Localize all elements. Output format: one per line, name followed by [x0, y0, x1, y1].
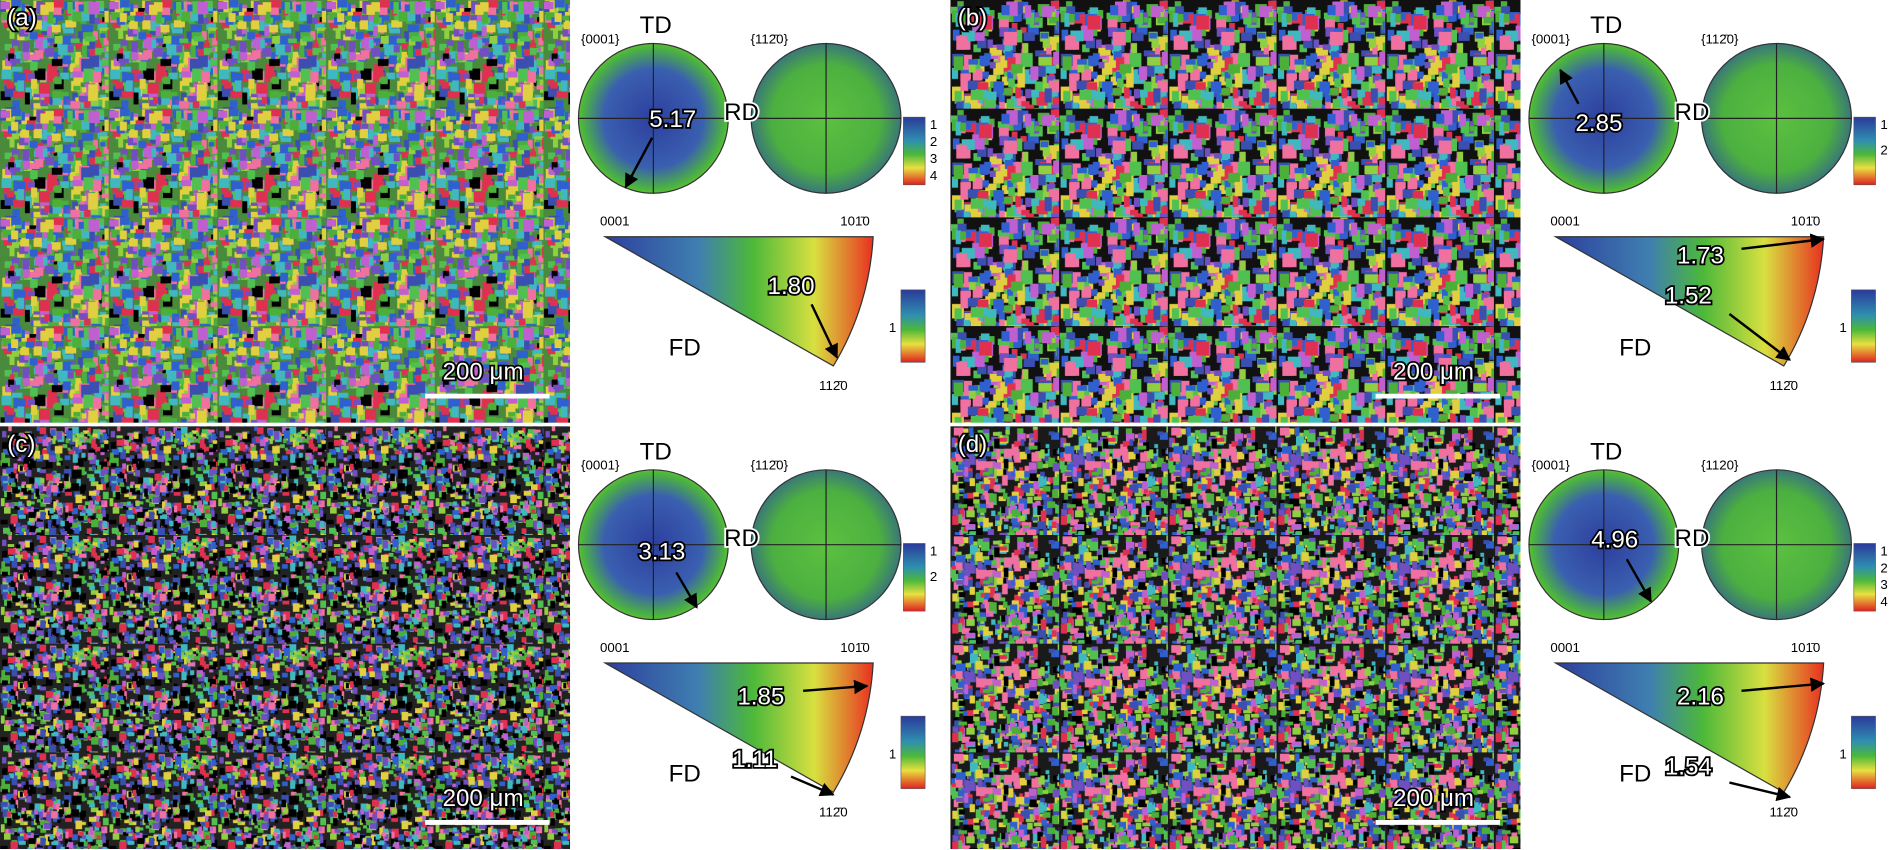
annotation-arrow	[1741, 233, 1826, 250]
ipf-corner-label: 112̄0	[819, 804, 848, 819]
annotation-arrow	[1728, 313, 1791, 361]
fd-label: FD	[669, 334, 701, 361]
ebsd-map	[950, 426, 1521, 850]
pf-plane-label: {1120}	[1701, 458, 1739, 473]
annotation-arrow	[675, 571, 698, 609]
pf-colorbar-label: 1	[1880, 117, 1887, 132]
ipf-corner-label: 112̄0	[1770, 804, 1799, 819]
td-label: TD	[640, 438, 672, 465]
ipf-max-label: 1.73	[1677, 243, 1724, 270]
ipf-corner-label: 112̄0	[1770, 378, 1799, 393]
pf-colorbar	[903, 543, 926, 612]
ipf-colorbar-label: 1	[1839, 320, 1846, 335]
fd-label: FD	[669, 761, 701, 788]
scale-bar-label: 200 μm	[1393, 359, 1474, 386]
pf-colorbar	[903, 116, 926, 186]
ipf-colorbar-label: 1	[889, 320, 896, 335]
ipf-corner-label: 101̄0	[840, 640, 870, 655]
pf-colorbar-label: 1	[930, 543, 937, 558]
pf-max-label: 2.85	[1575, 110, 1622, 137]
td-label: TD	[1590, 12, 1622, 39]
annotation-arrow	[1625, 558, 1652, 603]
pf-colorbar-label: 3	[1880, 577, 1887, 592]
pf-plane-label: {0001}	[581, 458, 620, 473]
panel: (c) 200 μm {0001} {112̄0} TD RD 3.13 1 2 0001 101̄…	[0, 426, 937, 850]
ipf-colorbar-label: 1	[1839, 746, 1846, 761]
scale-bar-label: 200 μm	[443, 785, 524, 812]
pf-max-label: 5.17	[649, 106, 696, 133]
fd-label: FD	[1619, 761, 1651, 788]
panel: (d) 200 μm {0001} {1120} TD RD 4.96 1 2 3 4 0001 101…	[950, 426, 1888, 850]
fd-label: FD	[1619, 334, 1651, 361]
panel-label: (a)	[7, 5, 37, 32]
pf-colorbar-label: 1	[930, 117, 937, 132]
pf-colorbar-label: 2	[930, 569, 937, 584]
ipf-corner-label: 0001	[600, 640, 630, 655]
td-label: TD	[1590, 438, 1622, 465]
pf-plane-label: {0001}	[1531, 31, 1570, 46]
pf-plane-label: {112̄0}	[751, 31, 789, 46]
rd-label: RD	[1675, 525, 1710, 552]
ipf-corner-label: 101̄0	[840, 214, 870, 229]
annotation-arrow	[1741, 677, 1826, 693]
ipf-colorbar	[900, 289, 926, 363]
pf-plane-label: {0001}	[581, 31, 620, 46]
pf-max-label: 3.13	[638, 539, 685, 566]
ipf-max-label: 1.80	[768, 273, 815, 300]
td-label: TD	[640, 12, 672, 39]
annotation-arrow	[1729, 781, 1792, 802]
pf-colorbar-label: 3	[930, 151, 937, 166]
panel: (b) 200 μm {0001} {112̄0} TD RD 2.85 1 2 0001 101̄…	[950, 0, 1888, 423]
pf-colorbar-label: 2	[1880, 142, 1887, 157]
ipf-triangle	[602, 662, 874, 794]
ipf-colorbar	[1851, 289, 1876, 363]
annotation-arrow	[810, 303, 839, 359]
scale-bar-label: 200 μm	[1393, 785, 1474, 812]
rd-label: RD	[1675, 99, 1710, 126]
ipf-corner-label: 112̄0	[819, 378, 848, 393]
pf-plane-label: {112̄0}	[1701, 31, 1739, 46]
annotation-arrow	[624, 137, 654, 189]
scale-bar-label: 200 μm	[443, 359, 524, 386]
ipf-corner-label: 0001	[1550, 640, 1580, 655]
rd-label: RD	[724, 525, 759, 552]
ipf-colorbar-label: 1	[889, 746, 896, 761]
rd-label: RD	[724, 99, 759, 126]
ipf-corner-label: 101̄0	[1791, 640, 1821, 655]
pf-colorbar	[1853, 543, 1876, 612]
annotation-arrow	[1559, 68, 1580, 105]
panel: (a) 200 μm {0001} {112̄0} TD RD 5.17 1 2 3 4 0001 10…	[0, 0, 937, 423]
ipf-triangle	[602, 236, 874, 367]
annotation-arrow	[790, 775, 835, 797]
ebsd-map	[0, 0, 571, 423]
ipf-max-label: 1.52	[1665, 282, 1712, 309]
ipf-colorbar	[900, 715, 926, 789]
panel-label: (d)	[958, 431, 988, 458]
panel-label: (c)	[7, 431, 35, 458]
ebsd-map	[950, 0, 1521, 423]
ipf-max-label: 1.85	[737, 683, 784, 710]
ipf-max-label: 2.16	[1677, 683, 1724, 710]
annotation-arrow	[803, 679, 869, 695]
ipf-max-label: 1.54	[1665, 753, 1712, 780]
ipf-max-label: 1.11	[732, 746, 777, 773]
ipf-corner-label: 0001	[1550, 214, 1580, 229]
pf-colorbar-label: 2	[930, 134, 937, 149]
pf-colorbar-label: 4	[1880, 594, 1887, 609]
ipf-colorbar	[1851, 715, 1876, 789]
pf-colorbar-label: 4	[930, 168, 937, 183]
pf-plane-label: {112̄0}	[751, 458, 789, 473]
pf-colorbar-label: 2	[1880, 560, 1887, 575]
pf-plane-label: {0001}	[1531, 458, 1570, 473]
pf-max-label: 4.96	[1591, 526, 1638, 553]
panel-label: (b)	[958, 5, 988, 32]
ipf-corner-label: 101̄0	[1791, 214, 1821, 229]
pf-colorbar	[1853, 116, 1876, 186]
ebsd-map	[0, 426, 571, 850]
ipf-corner-label: 0001	[600, 214, 630, 229]
pf-colorbar-label: 1	[1880, 543, 1887, 558]
